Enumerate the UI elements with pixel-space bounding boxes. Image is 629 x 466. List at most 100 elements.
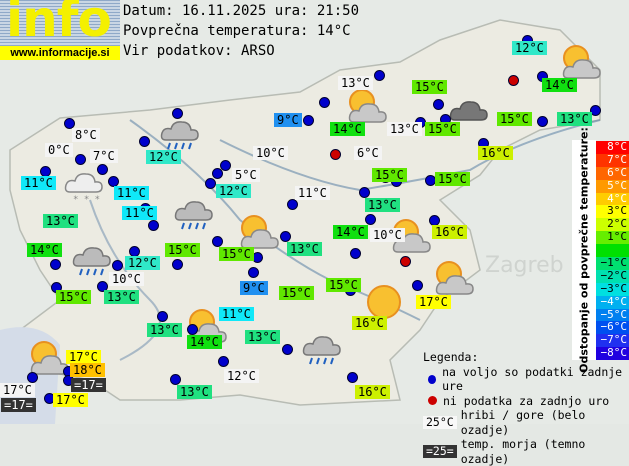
temperature-label: 14°C bbox=[542, 78, 577, 92]
legend-red-text: ni podatka za zadnjo uro bbox=[443, 393, 610, 408]
station-dot[interactable] bbox=[590, 105, 601, 116]
map-city-zagreb: Zagreb bbox=[485, 253, 564, 278]
scale-step: 5°C bbox=[596, 179, 629, 193]
temperature-label: 13°C bbox=[177, 385, 212, 399]
temperature-label: 11°C bbox=[21, 176, 56, 190]
scale-step: 7°C bbox=[596, 153, 629, 167]
scale-step: −8°C bbox=[596, 346, 629, 361]
station-dot[interactable] bbox=[157, 311, 168, 322]
station-dot[interactable] bbox=[97, 281, 108, 292]
station-dot[interactable] bbox=[205, 178, 216, 189]
temperature-label: 15°C bbox=[56, 290, 91, 304]
station-dot[interactable] bbox=[212, 236, 223, 247]
temperature-label: 13°C bbox=[147, 323, 182, 337]
legend: Legenda: na voljo so podatki zadnje ure … bbox=[423, 350, 629, 466]
scale-step: −6°C bbox=[596, 321, 629, 335]
temperature-label: 16°C bbox=[355, 385, 390, 399]
station-dot[interactable] bbox=[248, 267, 259, 278]
temperature-label: 10°C bbox=[253, 146, 288, 160]
logo-url-link[interactable]: www.informacije.si bbox=[0, 46, 120, 60]
scale-step: −1°C bbox=[596, 256, 629, 270]
scale-step: 8°C bbox=[596, 140, 629, 154]
scale-title-box: Odstopanje od povprečne temperature: bbox=[572, 127, 596, 373]
station-dot[interactable] bbox=[319, 97, 330, 108]
temperature-label: 9°C bbox=[274, 113, 302, 127]
station-dot[interactable] bbox=[172, 259, 183, 270]
temperature-label: 16°C bbox=[478, 146, 513, 160]
station-dot[interactable] bbox=[537, 116, 548, 127]
station-dot[interactable] bbox=[108, 176, 119, 187]
legend-mountain-text: hribi / gore (belo ozadje) bbox=[460, 408, 586, 437]
temperature-label: 11°C bbox=[295, 186, 330, 200]
station-dot[interactable] bbox=[170, 374, 181, 385]
station-dot[interactable] bbox=[50, 259, 61, 270]
station-dot[interactable] bbox=[27, 372, 38, 383]
legend-title: Legenda: bbox=[423, 350, 479, 364]
temperature-label: 14°C bbox=[333, 225, 368, 239]
temperature-label: 17°C bbox=[66, 350, 101, 364]
scale-step: −4°C bbox=[596, 295, 629, 309]
temperature-label: 15°C bbox=[425, 122, 460, 136]
temperature-label: 6°C bbox=[354, 146, 382, 160]
station-dot[interactable] bbox=[287, 199, 298, 210]
temperature-label: 15°C bbox=[412, 80, 447, 94]
station-dot[interactable] bbox=[220, 160, 231, 171]
sun-cloud-icon bbox=[552, 42, 602, 88]
station-dot[interactable] bbox=[280, 231, 291, 242]
legend-sea-text: temp. morja (temno ozadje) bbox=[460, 437, 586, 466]
logo[interactable]: info www.informacije.si bbox=[0, 0, 120, 60]
snow-cloud-icon: * * * bbox=[62, 162, 112, 208]
station-dot-missing[interactable] bbox=[330, 149, 341, 160]
station-dot[interactable] bbox=[212, 168, 223, 179]
station-dot[interactable] bbox=[365, 214, 376, 225]
station-dot[interactable] bbox=[187, 324, 198, 335]
station-dot[interactable] bbox=[139, 136, 150, 147]
station-dot[interactable] bbox=[97, 164, 108, 175]
temperature-label: 16°C bbox=[432, 225, 467, 239]
station-dot-missing[interactable] bbox=[508, 75, 519, 86]
temperature-label: 18°C bbox=[70, 363, 105, 377]
station-dot[interactable] bbox=[374, 70, 385, 81]
temperature-label: 17°C bbox=[0, 383, 35, 397]
station-dot[interactable] bbox=[172, 108, 183, 119]
station-dot[interactable] bbox=[218, 356, 229, 367]
station-dot-missing[interactable] bbox=[400, 256, 411, 267]
rain-cloud-icon bbox=[70, 236, 120, 282]
station-dot[interactable] bbox=[412, 280, 423, 291]
temperature-label: 14°C bbox=[330, 122, 365, 136]
temperature-label: 17°C bbox=[416, 295, 451, 309]
station-dot[interactable] bbox=[359, 187, 370, 198]
temperature-label: 15°C bbox=[165, 243, 200, 257]
temperature-label: 13°C bbox=[287, 242, 322, 256]
logo-text: info bbox=[6, 0, 112, 48]
station-dot[interactable] bbox=[112, 260, 123, 271]
station-dot[interactable] bbox=[350, 248, 361, 259]
rain-cloud-icon bbox=[172, 190, 222, 236]
date-line: Datum: 16.11.2025 ura: 21:50 bbox=[123, 3, 360, 19]
river bbox=[89, 199, 161, 361]
station-dot[interactable] bbox=[148, 220, 159, 231]
station-dot[interactable] bbox=[433, 99, 444, 110]
scale-step: −2°C bbox=[596, 269, 629, 283]
station-dot[interactable] bbox=[347, 372, 358, 383]
temperature-label: 0°C bbox=[45, 143, 73, 157]
station-dot[interactable] bbox=[282, 344, 293, 355]
temperature-label: 13°C bbox=[387, 122, 422, 136]
scale-step: 1°C bbox=[596, 230, 629, 245]
station-dot[interactable] bbox=[303, 115, 314, 126]
rain-cloud-icon bbox=[158, 110, 208, 156]
temperature-label: =17= bbox=[71, 378, 106, 392]
temperature-label: 10°C bbox=[109, 272, 144, 286]
temperature-label: 12°C bbox=[224, 369, 259, 383]
temperature-label: 12°C bbox=[512, 41, 547, 55]
temperature-label: 11°C bbox=[114, 186, 149, 200]
scale-step: 3°C bbox=[596, 205, 629, 219]
scale-step: 6°C bbox=[596, 166, 629, 180]
blue-dot-icon bbox=[428, 374, 437, 384]
temperature-label: 15°C bbox=[219, 247, 254, 261]
legend-sea-sample: =25= bbox=[423, 445, 457, 458]
temperature-label: 11°C bbox=[219, 307, 254, 321]
svg-text:* * *: * * * bbox=[73, 195, 100, 204]
station-dot[interactable] bbox=[75, 154, 86, 165]
station-dot[interactable] bbox=[64, 118, 75, 129]
